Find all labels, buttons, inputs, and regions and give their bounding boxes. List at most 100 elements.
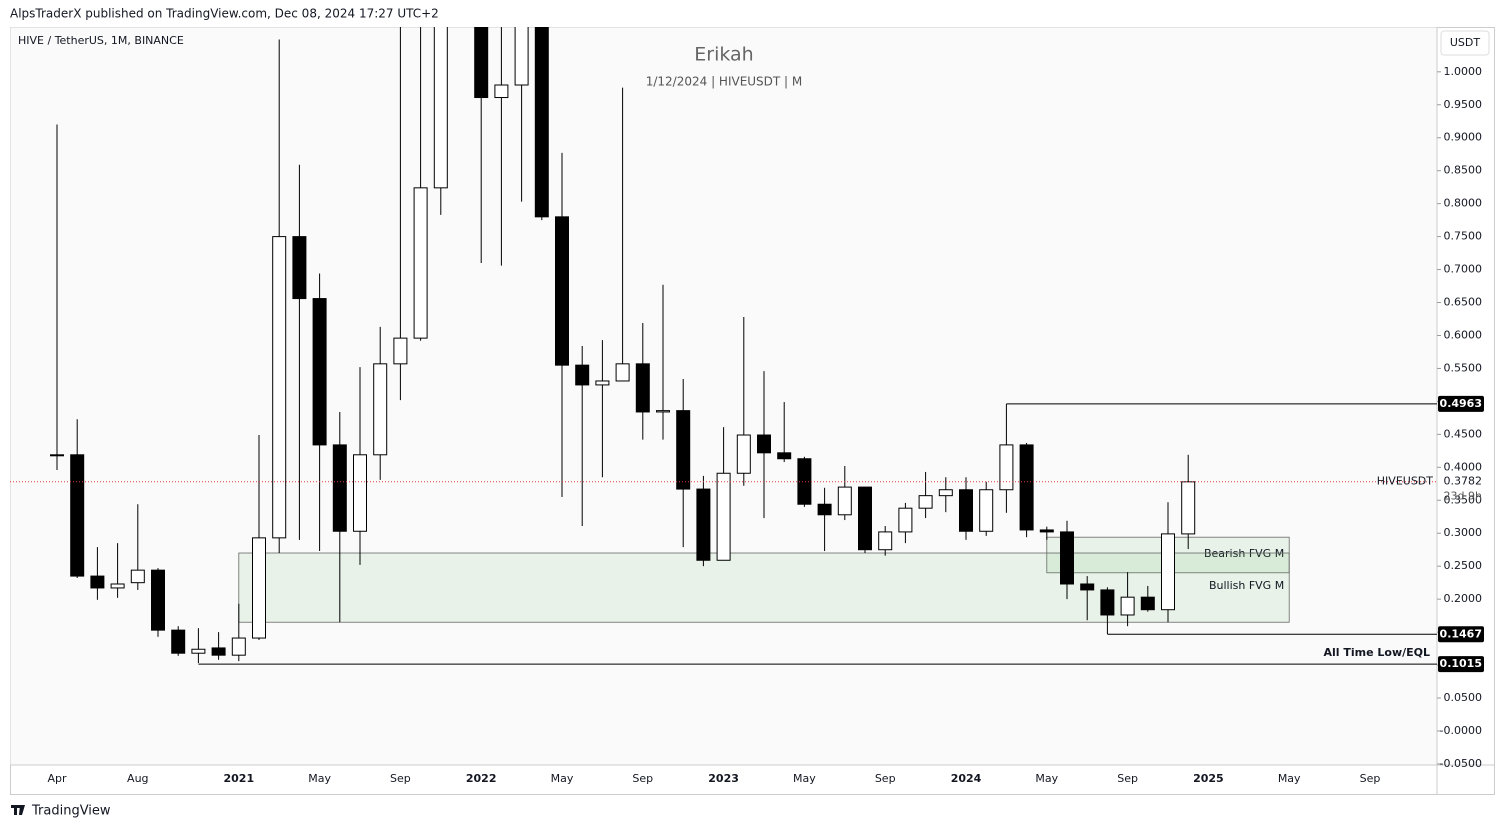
x-tick-label: Aug [127,772,148,785]
price-badge [1438,626,1484,643]
x-tick-label: May [793,772,816,785]
y-tick-label: 0.8000 [1444,197,1483,210]
price-badge [1438,656,1484,673]
x-tick-label: Apr [47,772,67,785]
y-tick-label: 0.6500 [1444,296,1483,309]
candle-body [332,444,347,532]
candle-body [534,27,549,218]
chart-subtitle: 1/12/2024 | HIVEUSDT | M [646,75,803,89]
candle-body [433,27,448,189]
candle-body [110,583,125,589]
candle-body [938,489,953,497]
candle-body [514,27,529,86]
candle-body [757,434,771,454]
y-tick-label: 0.0500 [1444,691,1483,704]
y-tick-label: 0.9000 [1444,131,1483,144]
candle-body [1080,583,1095,591]
x-tick-label: 2025 [1193,772,1224,785]
candle-body [858,486,872,551]
plot-area [10,27,1437,765]
candle-body [413,187,428,339]
candle-body [575,364,590,386]
publisher-line: AlpsTraderX published on TradingView.com… [10,7,439,21]
candle-body [1100,589,1115,616]
candle-body [1060,531,1074,585]
x-tick-label: May [551,772,574,785]
x-tick-label: Sep [632,772,653,785]
x-tick-label: Sep [1360,772,1381,785]
y-tick-label: 0.7000 [1444,263,1483,276]
candle-body [474,27,489,99]
candle-body [837,486,852,516]
candle-body [1161,533,1175,611]
symbol-line: HIVE / TetherUS, 1M, BINANCE [18,34,184,47]
candle-body [595,380,610,386]
y-tick-label: 0.9500 [1444,98,1483,111]
x-tick-label: 2021 [223,772,254,785]
candle-body [191,648,206,654]
y-tick-label: 0.5500 [1444,361,1483,374]
y-tick-label: 0.2000 [1444,592,1483,605]
candle-body [898,507,913,533]
zone-label: Bearish FVG M [1204,547,1284,560]
candle-body [171,629,186,654]
candle-body [878,531,893,551]
countdown: 23d 9h [1444,490,1482,503]
x-tick-label: 2023 [708,772,739,785]
candle-body [656,410,670,413]
brand: TradingView [31,804,111,819]
x-tick-label: May [308,772,331,785]
currency-button[interactable] [1440,30,1490,56]
x-tick-label: May [1278,772,1301,785]
zone-label: Bullish FVG M [1209,579,1284,592]
y-tick-label: 0.4500 [1444,427,1483,440]
candle-body [373,363,388,456]
candle-body [393,337,408,365]
currency[interactable]: USDT [1450,36,1481,49]
candle-body [231,637,246,656]
candle-body [736,434,751,474]
plot: Bearish FVG M Bullish FVG M [10,27,1437,665]
candle-body [494,84,509,99]
candle-body [130,569,145,584]
x-tick-label: 2022 [466,772,497,785]
x-tick-label: Sep [875,772,896,785]
price-badge-label: 0.1015 [1440,657,1482,670]
candle-body [716,472,731,561]
price-badge-label: 0.1467 [1440,627,1482,640]
x-tick-label: 2024 [951,772,982,785]
x-tick-label: May [1035,772,1058,785]
candle-body [312,298,327,446]
candle-body [696,488,711,561]
last-price-label: 0.3782 [1444,475,1483,488]
candle-body [817,503,832,516]
candle-body [1140,596,1155,611]
candle-body [1039,529,1054,533]
candle-body [292,236,307,300]
candle-body [1019,444,1034,531]
price-badge [1438,395,1484,412]
y-tick-label: 0.7500 [1444,230,1483,243]
candle-body [272,236,287,539]
candle-body [999,444,1014,491]
y-tick-label: 0.2500 [1444,559,1483,572]
candle-body [252,537,266,639]
candle-body [1120,596,1135,616]
candle-body [353,454,367,532]
y-tick-label: 0.8500 [1444,164,1483,177]
brand-logo [11,805,25,815]
y-tick-label: 0.6000 [1444,328,1483,341]
candle-body [635,363,650,413]
last-price-symbol: HIVEUSDT [1377,475,1433,488]
y-tick-label: 0.3500 [1444,493,1483,506]
y-tick-label: -0.0000 [1440,724,1482,737]
candle-body [90,575,105,589]
candle-body [918,495,933,509]
candle-body [1181,481,1196,535]
x-tick-label: Sep [1117,772,1138,785]
candle-body [959,489,973,532]
price-badge-label: 0.4963 [1440,397,1482,410]
candle-body [797,458,812,505]
candle-body [555,216,569,366]
